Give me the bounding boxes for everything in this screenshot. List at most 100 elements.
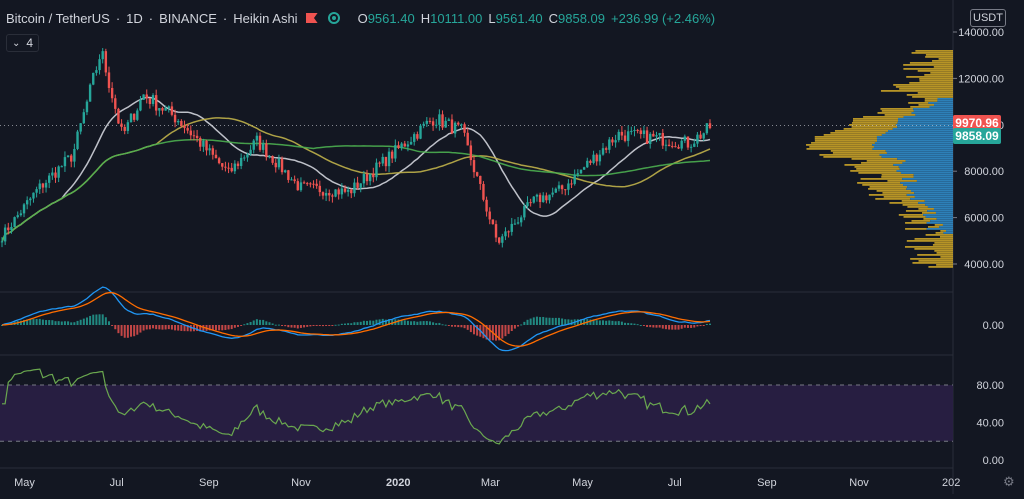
volume-profile-bar <box>905 228 927 230</box>
candle-body <box>696 134 699 144</box>
candle-body <box>221 163 224 167</box>
volume-profile-bar <box>809 146 874 148</box>
candle-body <box>655 135 658 137</box>
macd-histogram-bar <box>177 325 180 331</box>
candle-body <box>671 146 674 148</box>
macd-histogram-bar <box>469 325 472 333</box>
volume-profile-value-area-bar <box>942 224 953 226</box>
macd-histogram-bar <box>450 325 453 327</box>
macd-histogram-bar <box>523 321 526 325</box>
candle-body <box>302 182 306 184</box>
volume-profile-bar <box>903 216 926 218</box>
volume-profile-bar <box>932 244 953 246</box>
macd-histogram-bar <box>463 325 466 329</box>
macd-histogram-bar <box>343 323 346 325</box>
volume-profile-bar <box>851 158 898 160</box>
close-label: C <box>548 10 559 26</box>
volume-profile-bar <box>906 94 953 96</box>
candle-body <box>227 167 230 169</box>
macd-histogram-bar <box>444 324 447 326</box>
macd-histogram-bar <box>690 325 693 328</box>
candle-body <box>384 156 388 167</box>
market-status-icon[interactable] <box>327 12 340 24</box>
volume-profile-bar <box>849 124 896 126</box>
macd-histogram-bar <box>693 325 696 328</box>
volume-profile-bar <box>930 72 953 74</box>
time-axis-tick: May <box>14 477 35 489</box>
candle-body <box>161 108 164 111</box>
macd-histogram-bar <box>340 323 343 325</box>
volume-profile-value-area-bar <box>881 156 953 158</box>
time-axis-tick: Sep <box>757 477 777 489</box>
candle-body <box>463 124 466 133</box>
macd-histogram-bar <box>164 325 167 330</box>
volume-profile-value-area-bar <box>885 132 953 134</box>
macd-histogram-bar <box>460 325 463 328</box>
candle-body <box>274 162 277 168</box>
candle-body <box>507 231 510 233</box>
candle-body <box>309 183 312 185</box>
candle-body <box>280 158 284 173</box>
change-value: +236.99 (+2.46%) <box>611 10 716 26</box>
macd-histogram-bar <box>243 324 246 326</box>
rsi-axis-tick: 40.00 <box>976 418 1004 430</box>
volume-profile-bar <box>844 164 894 166</box>
candle-body <box>82 112 86 124</box>
volume-profile-bar <box>881 176 914 178</box>
macd-histogram-bar <box>624 322 627 325</box>
macd-histogram-bar <box>630 323 633 325</box>
interval-label[interactable]: 1D <box>126 10 143 26</box>
volume-profile-value-area-bar <box>900 172 953 174</box>
volume-profile-value-area-bar <box>896 170 953 172</box>
volume-profile-bar <box>909 82 953 84</box>
volume-profile-bar <box>880 108 914 110</box>
macd-histogram-bar <box>268 322 271 325</box>
macd-histogram-bar <box>410 321 413 325</box>
volume-profile-value-area-bar <box>910 198 953 200</box>
volume-profile-bar <box>880 90 953 92</box>
volume-profile-value-area-bar <box>927 206 953 208</box>
candle-body <box>343 188 347 192</box>
candle-body <box>114 98 117 109</box>
symbol-name[interactable]: Bitcoin / TetherUS <box>6 10 110 26</box>
volume-profile-value-area-bar <box>886 152 953 154</box>
chart-style-label[interactable]: Heikin Ashi <box>233 10 298 26</box>
volume-profile-bar <box>905 210 928 212</box>
candle-body <box>139 99 142 111</box>
macd-histogram-bar <box>576 319 579 325</box>
macd-histogram-bar <box>633 323 636 325</box>
indicators-collapse-button[interactable]: ⌄ 4 <box>6 34 40 52</box>
candle-body <box>136 110 139 120</box>
volume-profile-bar <box>934 250 953 252</box>
candle-body <box>211 148 215 155</box>
volume-profile-bar <box>856 168 900 170</box>
volume-profile-value-area-bar <box>946 230 953 232</box>
volume-profile-bar <box>866 160 906 162</box>
low-value: 9561.40 <box>495 10 543 26</box>
macd-histogram-bar <box>89 315 92 325</box>
macd-histogram-bar <box>19 320 22 325</box>
candle-body <box>312 183 315 185</box>
volume-profile-bar <box>887 180 917 182</box>
volume-profile-value-area-bar <box>926 222 953 224</box>
candle-body <box>145 94 148 99</box>
currency-button[interactable]: USDT <box>970 9 1006 27</box>
volume-profile-bar <box>814 140 878 142</box>
volume-profile-bar <box>924 74 953 76</box>
candle-body <box>177 120 180 123</box>
candle-body <box>372 173 375 178</box>
macd-histogram-bar <box>32 319 35 325</box>
macd-histogram-bar <box>249 321 252 325</box>
candle-body <box>16 215 19 218</box>
candle-body <box>258 135 262 150</box>
flag-icon[interactable] <box>305 13 318 23</box>
volume-profile-bar <box>852 118 898 120</box>
candle-body <box>639 130 642 135</box>
candle-body <box>233 163 237 172</box>
volume-profile-value-area-bar <box>934 104 953 106</box>
settings-gear-icon[interactable]: ⚙ <box>1003 474 1015 489</box>
macd-histogram-bar <box>683 325 686 328</box>
volume-profile-bar <box>854 166 899 168</box>
